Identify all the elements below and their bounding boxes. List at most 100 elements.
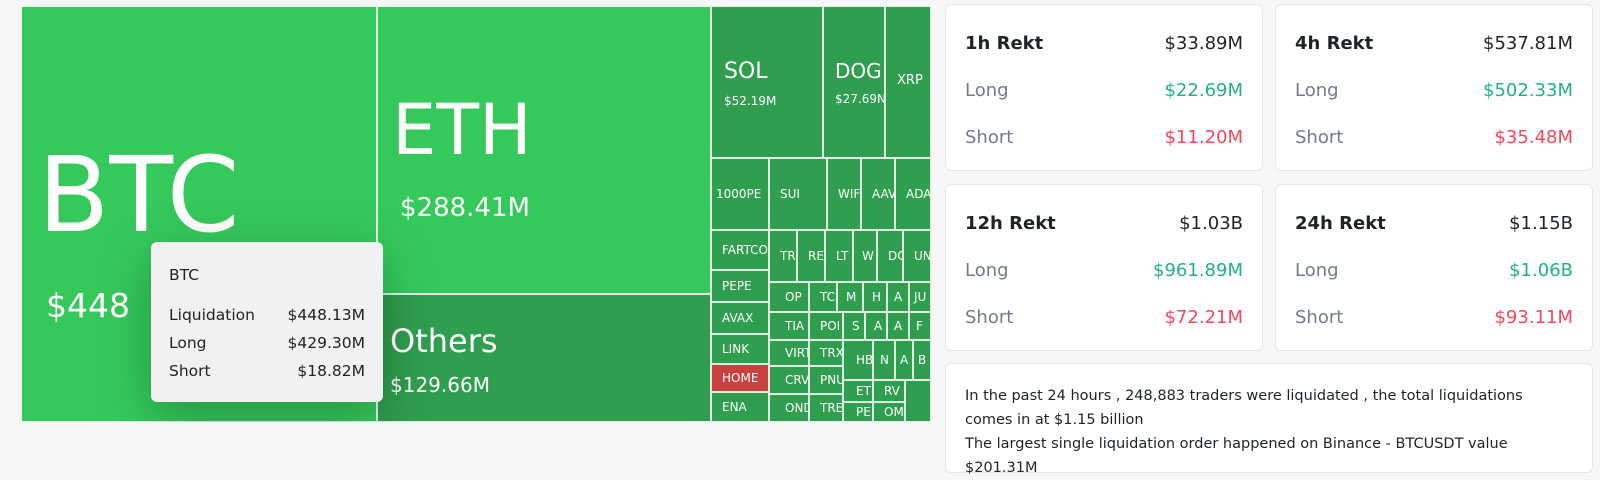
treemap-tile[interactable]: DC	[877, 230, 903, 282]
long-value: $502.33M	[1483, 80, 1573, 101]
treemap-tile[interactable]: POI	[809, 312, 843, 340]
tile-label: DOG	[835, 59, 882, 83]
treemap-tile[interactable]: TRX	[809, 340, 843, 366]
treemap-tile[interactable]: A	[887, 312, 909, 340]
treemap-tile[interactable]: PE	[843, 402, 873, 422]
tile-label: RV	[884, 384, 900, 398]
tile-label: TIA	[785, 319, 805, 333]
treemap-tile-doge[interactable]: DOG $27.69N	[823, 6, 885, 158]
tile-label: N	[880, 353, 889, 367]
treemap-tile[interactable]: ET	[843, 380, 873, 402]
treemap-tile[interactable]	[905, 380, 931, 422]
tile-label: OP	[785, 290, 802, 304]
tile-label: UN	[914, 249, 931, 263]
treemap-tile[interactable]: LINK	[711, 334, 769, 364]
treemap-tile[interactable]: JU	[909, 282, 931, 312]
card-title: 4h Rekt	[1295, 33, 1374, 54]
treemap-tile[interactable]: FARTCO	[711, 230, 769, 270]
treemap-tile[interactable]: VIRT	[769, 340, 809, 366]
card-long-row: Long $961.89M	[965, 260, 1243, 281]
tooltip-row-label: Liquidation	[169, 306, 255, 324]
treemap-tile[interactable]: F	[909, 312, 931, 340]
treemap-tile[interactable]: AAV	[861, 158, 895, 230]
treemap-tile[interactable]: 1000PE	[711, 158, 769, 230]
treemap-tile[interactable]: TR	[769, 230, 797, 282]
card-total: $33.89M	[1164, 33, 1243, 54]
tile-value: $129.66M	[390, 373, 490, 397]
tile-label: AAV	[872, 187, 895, 201]
tile-label: Others	[390, 322, 498, 360]
treemap-tile[interactable]: OND	[769, 394, 809, 422]
treemap-tile[interactable]: AVAX	[711, 302, 769, 334]
treemap-tile[interactable]: A	[895, 340, 913, 380]
treemap-tile[interactable]: S	[843, 312, 865, 340]
tile-label: OM	[884, 405, 904, 419]
short-label: Short	[965, 307, 1014, 328]
treemap-tile[interactable]: TC	[809, 282, 837, 312]
treemap-tile[interactable]: HB	[843, 340, 873, 380]
card-long-row: Long $502.33M	[1295, 80, 1573, 101]
tile-label: RE	[808, 249, 824, 263]
treemap-tile[interactable]: RE	[797, 230, 825, 282]
treemap-tile[interactable]: N	[873, 340, 895, 380]
short-value: $35.48M	[1494, 127, 1573, 148]
tile-label: TRE	[820, 401, 843, 415]
tile-label: B	[918, 353, 927, 367]
treemap-tile[interactable]: H	[863, 282, 887, 312]
treemap-tile[interactable]: W	[853, 230, 877, 282]
treemap-tile[interactable]: PNU	[809, 366, 843, 394]
card-header: 1h Rekt $33.89M	[965, 33, 1243, 54]
tile-label: TR	[780, 249, 796, 263]
treemap-tile[interactable]: B	[913, 340, 931, 380]
tile-label: DC	[888, 249, 902, 263]
tile-label: TRX	[820, 346, 843, 360]
short-value: $11.20M	[1164, 127, 1243, 148]
rekt-card-24h: 24h Rekt $1.15B Long $1.06B Short $93.11M	[1275, 184, 1593, 351]
long-value: $1.06B	[1509, 260, 1573, 281]
tile-label: ENA	[722, 400, 747, 414]
tile-label: HB	[856, 353, 873, 367]
tooltip-row-liquidation: Liquidation $448.13M	[169, 306, 365, 324]
treemap-tile[interactable]: LT	[825, 230, 853, 282]
treemap-tile[interactable]: A	[865, 312, 887, 340]
treemap-tile[interactable]: TIA	[769, 312, 809, 340]
treemap-tile-sol[interactable]: SOL $52.19M	[711, 6, 823, 158]
tile-label: CRV	[785, 373, 809, 387]
treemap-tile-home[interactable]: HOME	[711, 364, 769, 392]
tile-label: VIRT	[785, 346, 809, 360]
treemap-tile-eth[interactable]: ETH $288.41M	[377, 6, 711, 294]
rekt-card-12h: 12h Rekt $1.03B Long $961.89M Short $72.21M	[945, 184, 1263, 351]
tile-label: A	[894, 319, 903, 333]
tile-label: W	[862, 249, 874, 263]
long-label: Long	[1295, 80, 1339, 101]
tooltip-row-value: $448.13M	[287, 306, 365, 324]
treemap-tile[interactable]: OP	[769, 282, 809, 312]
treemap-tile[interactable]: PEPE	[711, 270, 769, 302]
treemap-tile[interactable]: M	[837, 282, 863, 312]
treemap-tile[interactable]: CRV	[769, 366, 809, 394]
treemap-tile[interactable]: SUI	[769, 158, 827, 230]
tooltip-row-value: $429.30M	[287, 334, 365, 352]
tile-label: OND	[785, 401, 808, 415]
treemap-tile-xrp[interactable]: XRP	[885, 6, 931, 158]
card-short-row: Short $93.11M	[1295, 307, 1573, 328]
summary-line-1: In the past 24 hours , 248,883 traders w…	[965, 388, 1523, 428]
treemap-tile[interactable]: A	[887, 282, 909, 312]
treemap-tile-others[interactable]: Others $129.66M	[377, 294, 711, 422]
summary-line-2: The largest single liquidation order hap…	[965, 436, 1508, 476]
treemap-tile[interactable]: TRE	[809, 394, 843, 422]
tile-label: FARTCO	[722, 243, 768, 257]
treemap-tile[interactable]: UN	[903, 230, 931, 282]
card-title: 1h Rekt	[965, 33, 1044, 54]
treemap-tile[interactable]: ENA	[711, 392, 769, 422]
liquidation-summary: In the past 24 hours , 248,883 traders w…	[945, 363, 1593, 476]
treemap-tile[interactable]: WIF	[827, 158, 861, 230]
tile-label: AVAX	[722, 311, 754, 325]
tile-label: BTC	[38, 134, 240, 256]
treemap-tile[interactable]: ADA	[895, 158, 931, 230]
treemap-tile[interactable]: RV	[873, 380, 905, 402]
tile-label: HOME	[722, 371, 759, 385]
tile-label: ADA	[906, 187, 931, 201]
tile-label: WIF	[838, 187, 861, 201]
treemap-tile[interactable]: OM	[873, 402, 905, 422]
